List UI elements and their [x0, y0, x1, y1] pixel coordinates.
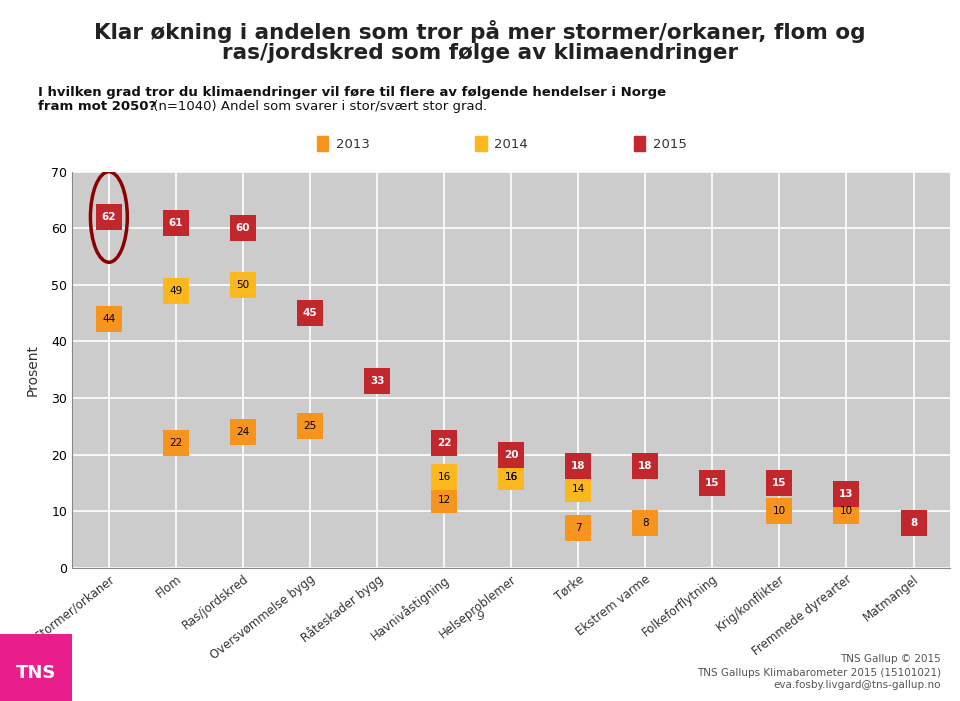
Text: 12: 12 [438, 495, 451, 505]
Text: 33: 33 [370, 376, 384, 386]
Text: 18: 18 [571, 461, 586, 471]
Text: 16: 16 [505, 472, 517, 482]
Text: (n=1040) Andel som svarer i stor/svært stor grad.: (n=1040) Andel som svarer i stor/svært s… [149, 100, 487, 113]
Text: 20: 20 [504, 449, 518, 460]
Text: 18: 18 [638, 461, 653, 471]
Text: 9: 9 [476, 611, 484, 623]
Text: TNS Gallup © 2015: TNS Gallup © 2015 [840, 655, 941, 665]
Text: 2015: 2015 [653, 138, 686, 151]
Text: fram mot 2050?: fram mot 2050? [38, 100, 156, 113]
Text: 22: 22 [169, 438, 182, 449]
Text: TNS Gallups Klimabarometer 2015 (15101021): TNS Gallups Klimabarometer 2015 (1510102… [697, 668, 941, 678]
Y-axis label: Prosent: Prosent [26, 343, 40, 396]
Text: 45: 45 [302, 308, 318, 318]
Text: 22: 22 [437, 438, 451, 449]
Text: 13: 13 [839, 489, 853, 499]
Text: TNS: TNS [15, 664, 57, 682]
Text: 2013: 2013 [336, 138, 370, 151]
Text: Klar økning i andelen som tror på mer stormer/orkaner, flom og: Klar økning i andelen som tror på mer st… [94, 20, 866, 43]
Text: 10: 10 [773, 506, 786, 516]
Text: 44: 44 [103, 314, 115, 324]
Text: 14: 14 [571, 484, 585, 494]
Text: 7: 7 [575, 523, 582, 533]
Text: 62: 62 [102, 212, 116, 222]
Text: 16: 16 [438, 472, 451, 482]
Text: 15: 15 [772, 478, 786, 488]
Text: 50: 50 [236, 280, 250, 290]
Text: 60: 60 [236, 224, 251, 233]
Text: 61: 61 [169, 218, 183, 228]
Text: ras/jordskred som følge av klimaendringer: ras/jordskred som følge av klimaendringe… [222, 43, 738, 64]
Text: eva.fosby.livgard@tns-gallup.no: eva.fosby.livgard@tns-gallup.no [774, 681, 941, 690]
Text: 8: 8 [642, 517, 649, 528]
Text: 49: 49 [169, 285, 182, 296]
Text: 10: 10 [840, 506, 853, 516]
Text: 2014: 2014 [494, 138, 528, 151]
Text: 8: 8 [910, 517, 917, 528]
Text: 24: 24 [236, 427, 250, 437]
Text: 16: 16 [505, 472, 517, 482]
Text: 15: 15 [705, 478, 720, 488]
Text: 25: 25 [303, 421, 317, 431]
Text: I hvilken grad tror du klimaendringer vil føre til flere av følgende hendelser i: I hvilken grad tror du klimaendringer vi… [38, 86, 666, 99]
